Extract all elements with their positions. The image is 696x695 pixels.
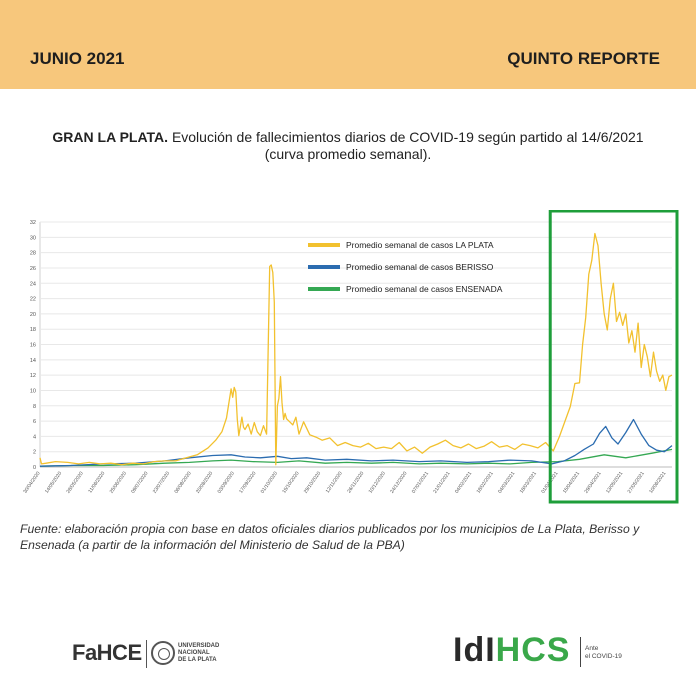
x-tick-label: 09/07/2020: [130, 471, 149, 495]
x-axis: 30/04/2020 14/05/2020 28/05/2020 11/06/2020…: [22, 466, 672, 495]
x-tick-label: 29/04/2021: [583, 471, 602, 495]
y-tick-label: 0: [33, 465, 36, 471]
y-tick-label: 16: [30, 343, 36, 349]
x-tick-label: 07/01/2021: [411, 471, 430, 495]
series-line-la-plata: [39, 232, 673, 466]
chart-lines: [39, 232, 673, 467]
x-tick-label: 29/10/2020: [303, 471, 322, 495]
y-tick-label: 10: [30, 388, 36, 394]
x-tick-label: 30/04/2020: [22, 471, 41, 495]
source-note: Fuente: elaboración propia con base en d…: [20, 522, 640, 552]
unlp-seal-icon: [151, 641, 175, 665]
unlp-line: DE LA PLATA: [178, 657, 217, 663]
x-tick-label: 06/08/2020: [173, 471, 192, 495]
x-tick-label: 25/06/2020: [109, 471, 128, 495]
y-tick-label: 28: [30, 251, 36, 257]
x-tick-label: 20/08/2020: [195, 471, 214, 495]
y-tick-label: 4: [33, 434, 36, 440]
unlp-line: NACIONAL: [178, 650, 210, 656]
x-tick-label: 18/03/2021: [519, 471, 538, 495]
y-tick-label: 32: [30, 220, 36, 226]
x-tick-label: 27/05/2021: [627, 471, 646, 495]
chart-title-text: Evolución de fallecimientos diarios de C…: [171, 129, 644, 145]
hcs-text: HCS: [495, 631, 571, 669]
unlp-line: UNIVERSIDAD: [178, 643, 220, 649]
chart-title-region: GRAN LA PLATA.: [52, 129, 169, 145]
x-tick-label: 24/12/2020: [389, 471, 408, 495]
x-tick-label: 18/02/2021: [476, 471, 495, 495]
x-tick-label: 01/10/2020: [260, 471, 279, 495]
chart-title-line2: (curva promedio semanal).: [264, 146, 432, 162]
y-tick-label: 24: [30, 281, 36, 287]
y-tick-label: 14: [30, 358, 36, 364]
y-tick-label: 18: [30, 327, 36, 333]
x-tick-label: 23/07/2020: [152, 471, 171, 495]
highlight-box: [548, 210, 679, 504]
x-tick-label: 13/05/2021: [605, 471, 624, 495]
y-tick-label: 8: [33, 404, 36, 410]
legend-label: Promedio semanal de casos LA PLATA: [346, 240, 494, 250]
x-tick-label: 10/12/2020: [368, 471, 387, 495]
chart-grid: [39, 221, 672, 468]
chart-title: GRAN LA PLATA. Evolución de fallecimient…: [20, 129, 676, 163]
y-tick-label: 6: [33, 419, 36, 425]
x-tick-label: 15/04/2021: [562, 471, 581, 495]
x-tick-label: 26/11/2020: [346, 471, 365, 495]
report-number: QUINTO REPORTE: [507, 49, 660, 68]
y-tick-label: 26: [30, 266, 36, 272]
report-month: JUNIO 2021: [30, 49, 125, 68]
x-tick-label: 17/09/2020: [238, 471, 257, 495]
x-tick-label: 11/06/2020: [87, 471, 106, 495]
y-tick-label: 2: [33, 450, 36, 456]
logo-divider: [146, 640, 147, 668]
x-tick-label: 03/09/2020: [217, 471, 236, 495]
chart-legend: Promedio semanal de casos LA PLATA Promed…: [308, 240, 503, 294]
series-line-ensenada: [39, 448, 673, 467]
x-tick-label: 14/05/2020: [44, 471, 63, 495]
x-tick-label: 04/03/2021: [497, 471, 516, 495]
idi-text: IdI: [453, 631, 496, 669]
x-tick-label: 15/10/2020: [281, 471, 300, 495]
idihcs-wordmark: IdIHCS: [453, 631, 570, 670]
y-tick-label: 22: [30, 297, 36, 303]
ante-line: Ante: [585, 645, 599, 652]
report-header: JUNIO 2021 QUINTO REPORTE: [0, 0, 696, 89]
ante-line: el COVID-19: [585, 653, 622, 660]
x-tick-label: 10/06/2021: [648, 471, 667, 495]
x-tick-label: 21/01/2021: [432, 471, 451, 495]
ante-covid-text: Ante el COVID-19: [585, 645, 622, 661]
y-tick-label: 12: [30, 373, 36, 379]
series-line-berisso: [39, 418, 673, 467]
unlp-name: UNIVERSIDAD NACIONAL DE LA PLATA: [178, 643, 219, 664]
x-tick-label: 04/02/2021: [454, 471, 473, 495]
x-tick-label: 12/11/2020: [325, 471, 344, 495]
fahce-wordmark: FaHCE: [72, 640, 142, 665]
legend-label: Promedio semanal de casos BERISSO: [346, 262, 494, 272]
x-tick-label: 28/05/2020: [66, 471, 85, 495]
y-tick-label: 30: [30, 235, 36, 241]
legend-label: Promedio semanal de casos ENSENADA: [346, 284, 503, 294]
logo-divider: [580, 637, 581, 667]
y-tick-label: 20: [30, 312, 36, 318]
